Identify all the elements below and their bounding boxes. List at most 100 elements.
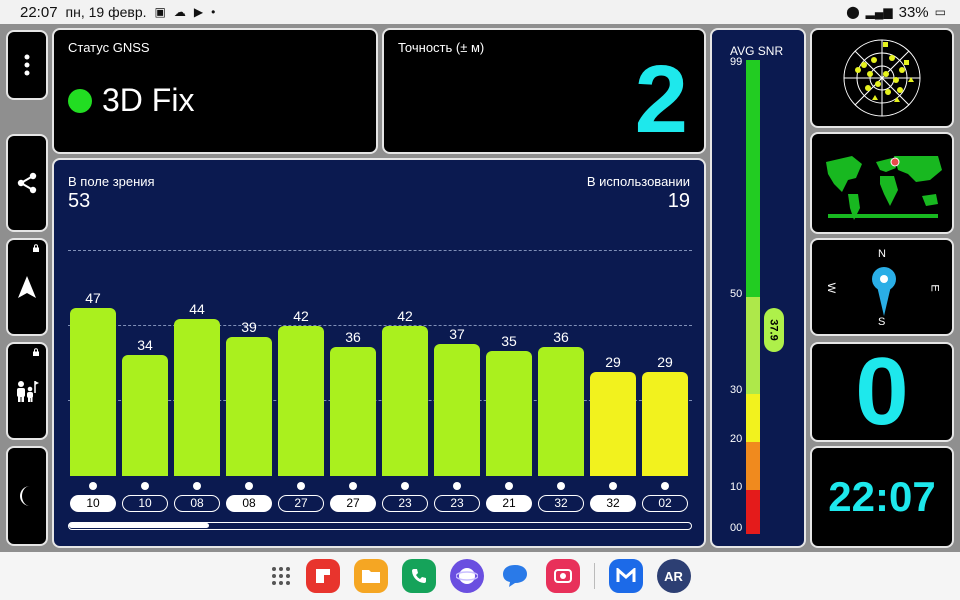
world-map	[826, 156, 942, 220]
snr-bar	[226, 336, 272, 476]
snr-bar-label: 29	[605, 354, 621, 371]
snr-scale-strong	[746, 60, 760, 297]
snr-scale-weak	[746, 442, 760, 490]
snr-bar-label: 39	[241, 318, 257, 335]
compass-north: N	[878, 248, 886, 260]
dock-divider	[593, 563, 595, 589]
battery-percent: 33%	[898, 3, 929, 21]
satellite-used-dot	[141, 482, 149, 490]
snr-bar-label: 47	[85, 290, 101, 307]
youtube-notification-icon: ▶	[193, 5, 204, 19]
location-icon: ⬤	[846, 5, 860, 19]
bars-scrollbar-thumb[interactable]	[69, 523, 209, 528]
compass-needle-icon	[872, 267, 896, 316]
satellite-id[interactable]: 08	[226, 495, 272, 512]
satellites-snr-panel[interactable]: В поле зрения 53 В использовании 19 47 10…	[52, 158, 706, 548]
app-dock: AR	[0, 552, 960, 600]
app-drawer-icon[interactable]	[270, 565, 292, 587]
accuracy-label: Точность (± м)	[398, 40, 485, 55]
satellite-id[interactable]: 10	[70, 495, 116, 512]
ar-zone-app-icon[interactable]: AR	[656, 559, 691, 593]
satellite-id[interactable]: 08	[174, 495, 220, 512]
in-view-label: В поле зрения	[68, 174, 155, 189]
snr-bar-label: 34	[137, 336, 153, 353]
night-mode-button[interactable]	[6, 446, 48, 546]
snr-bar-label: 44	[189, 300, 205, 317]
gnss-fix-value: 3D Fix	[102, 82, 195, 118]
internet-app-icon[interactable]	[449, 559, 484, 593]
clock-value: 22:07	[828, 473, 936, 520]
satellite-id[interactable]: 27	[330, 495, 376, 512]
snr-tick: 30	[730, 384, 743, 396]
messages-app-icon[interactable]	[498, 559, 532, 593]
accuracy-panel[interactable]: Точность (± м) 2	[382, 28, 706, 154]
snr-bar	[538, 347, 584, 476]
status-bar: 22:07 пн, 19 февр. ▣ ☁ ▶ • ⬤ ▂▄▆ 33% ▭	[0, 0, 960, 24]
satellite-used-dot	[609, 482, 617, 490]
avg-snr-value: 37.9	[768, 319, 781, 341]
grid-line	[68, 325, 692, 326]
family-icon	[17, 381, 39, 402]
grid-line	[68, 250, 692, 251]
phone-app-icon[interactable]	[401, 559, 436, 593]
navigation-arrow-icon	[18, 276, 36, 298]
menu-button[interactable]	[6, 30, 48, 100]
satellite-id[interactable]: 32	[538, 495, 584, 512]
satellite-used-dot	[245, 482, 253, 490]
satellite-id[interactable]: 32	[590, 495, 636, 512]
battery-icon: ▭	[934, 5, 946, 19]
compass-panel[interactable]: N S W E	[810, 238, 954, 336]
satellites-counter-panel[interactable]: 0	[810, 342, 954, 442]
satellite-id[interactable]: 23	[434, 495, 480, 512]
family-button[interactable]	[6, 342, 48, 440]
lock-icon	[33, 244, 39, 252]
clock-panel[interactable]: 22:07	[810, 446, 954, 548]
snr-bar	[174, 318, 220, 476]
satellite-used-dot	[349, 482, 357, 490]
satellite-used-dot	[193, 482, 201, 490]
lock-icon	[33, 348, 39, 356]
grid-line	[68, 400, 692, 401]
snr-bar	[122, 354, 168, 476]
snr-bar-label: 35	[501, 333, 517, 350]
in-use-label: В использовании	[586, 174, 690, 189]
satellite-id[interactable]: 23	[382, 495, 428, 512]
skyplot-panel[interactable]	[810, 28, 954, 128]
world-map-panel[interactable]	[810, 132, 954, 234]
satellite-id[interactable]: 02	[642, 495, 688, 512]
snr-bar	[278, 326, 324, 476]
share-button[interactable]	[6, 134, 48, 232]
signal-icon: ▂▄▆	[865, 5, 893, 19]
snr-tick: 10	[730, 481, 743, 493]
gnss-status-panel[interactable]: Статус GNSS 3D Fix	[52, 28, 378, 154]
fix-status-dot	[68, 88, 92, 113]
snr-bar	[382, 326, 428, 476]
snr-bar	[642, 372, 688, 476]
in-use-count: 19	[667, 190, 690, 212]
more-vertical-icon	[24, 54, 30, 76]
snr-scale-good	[746, 297, 760, 394]
satellite-id[interactable]: 21	[486, 495, 532, 512]
cloud-notification-icon: ☁	[173, 5, 186, 19]
compass-west: W	[825, 282, 838, 294]
snr-bar	[486, 351, 532, 476]
satellite-used-dot	[453, 482, 461, 490]
flipboard-app-icon[interactable]	[305, 559, 340, 593]
snr-bar-label: 29	[657, 354, 673, 371]
avg-snr-panel[interactable]: AVG SNR 99 50 30 20 10 00 37.9	[710, 28, 806, 548]
mail-app-icon[interactable]	[608, 559, 643, 593]
snr-tick: 20	[730, 433, 743, 445]
moon-icon	[20, 486, 30, 506]
screen-recorder-app-icon[interactable]	[545, 559, 580, 593]
snr-scale-poor	[746, 490, 760, 534]
satellite-id[interactable]: 27	[278, 495, 324, 512]
snr-scale-fair	[746, 394, 760, 442]
status-time: 22:07	[20, 3, 58, 21]
files-app-icon[interactable]	[353, 559, 388, 593]
satellite-id[interactable]: 10	[122, 495, 168, 512]
bars-scrollbar[interactable]	[68, 522, 692, 530]
ar-zone-label: AR	[664, 568, 683, 584]
navigation-button[interactable]	[6, 238, 48, 336]
skyplot-radar	[843, 39, 921, 117]
satellite-used-dot	[661, 482, 669, 490]
